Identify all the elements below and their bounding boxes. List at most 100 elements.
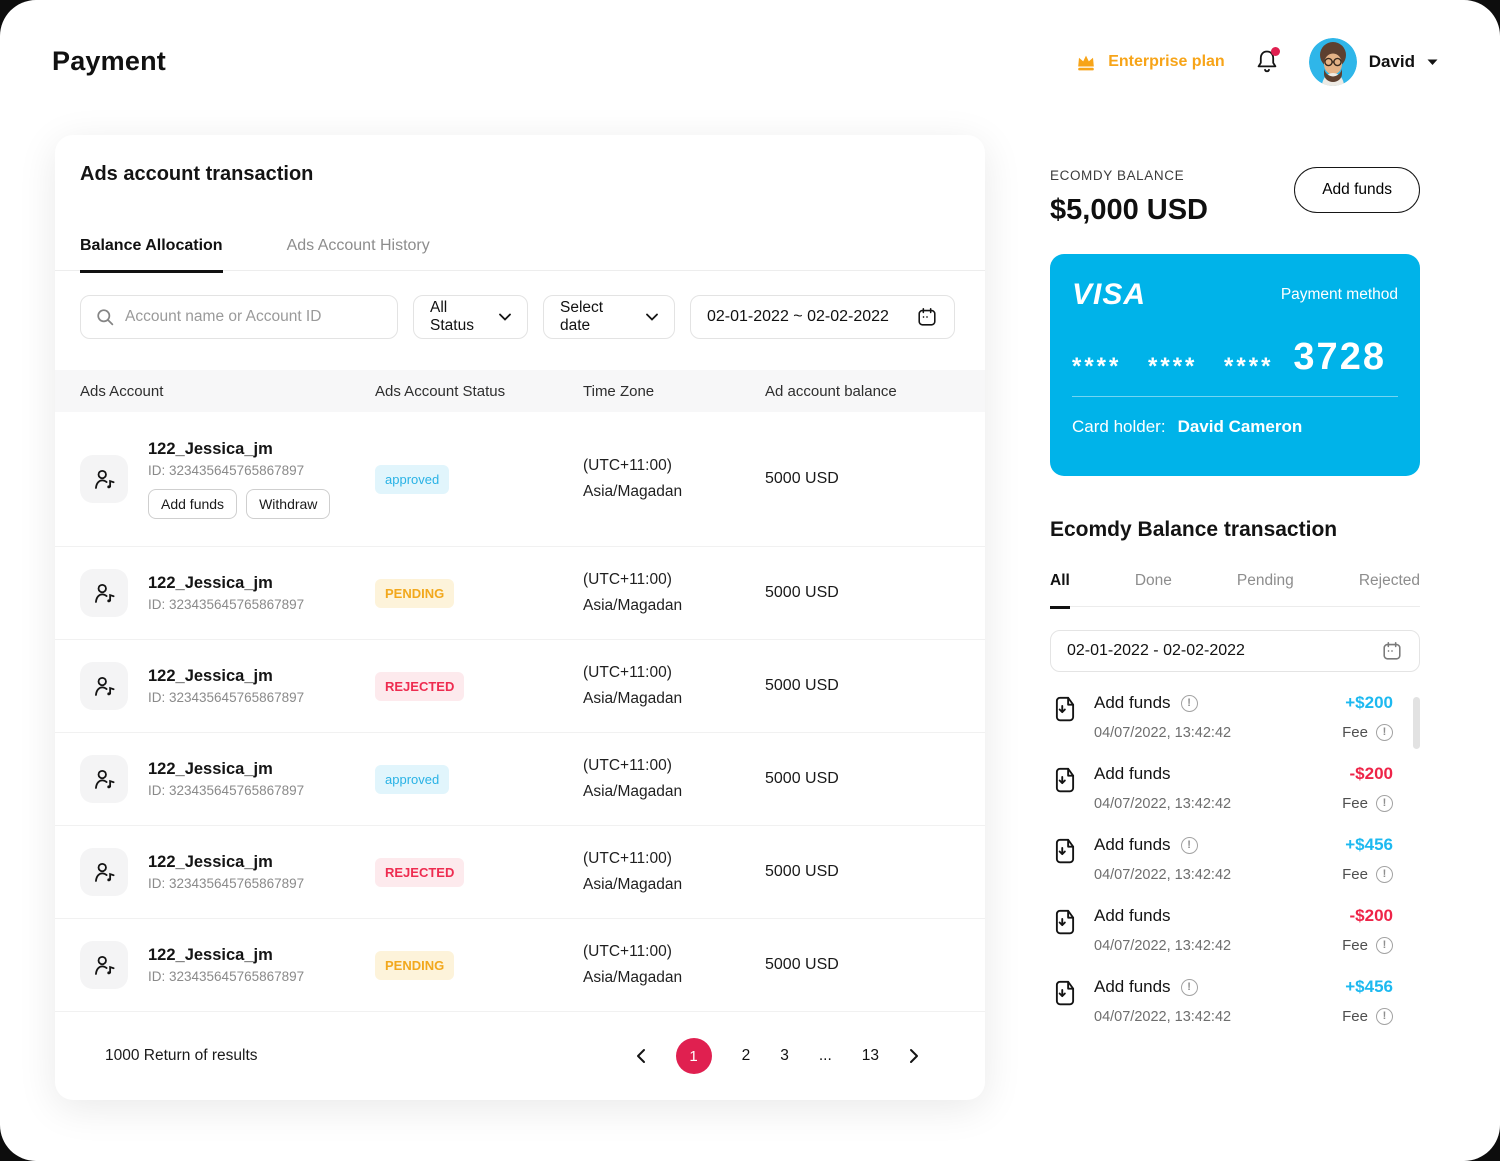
table-row: 122_Jessica_jm ID: 323435645765867897 PE… (55, 919, 985, 1012)
transaction-date-range-value: 02-01-2022 - 02-02-2022 (1067, 642, 1245, 659)
masked-card-digits: **** **** **** (1072, 353, 1274, 380)
tz-offset: (UTC+11:00) (583, 943, 672, 960)
account-name: 122_Jessica_jm (148, 853, 273, 871)
tab-done[interactable]: Done (1134, 572, 1172, 589)
info-icon[interactable]: ! (1376, 1008, 1393, 1025)
enterprise-plan-badge[interactable]: Enterprise plan (1074, 50, 1225, 74)
file-download-icon (1050, 907, 1080, 937)
page-button[interactable]: 13 (861, 1047, 879, 1064)
column-balance: Ad account balance (765, 382, 897, 400)
tz-city: Asia/Magadan (583, 969, 683, 986)
tiktok-account-icon (80, 848, 128, 896)
previous-page-button[interactable] (635, 1048, 646, 1064)
page-button-current[interactable]: 1 (675, 1038, 712, 1074)
chevron-down-icon (499, 313, 511, 321)
tab-pending[interactable]: Pending (1236, 572, 1294, 589)
transaction-tabs: All Done Pending Rejected (1050, 572, 1420, 607)
tiktok-account-icon (80, 569, 128, 617)
tab-balance-allocation[interactable]: Balance Allocation (80, 236, 223, 270)
notifications-button[interactable] (1253, 47, 1281, 77)
avatar (1308, 38, 1357, 86)
tz-city: Asia/Magadan (583, 690, 683, 707)
list-item: Add funds ! +$456 04/07/2022, 13:42:42 F… (1050, 977, 1393, 1025)
transaction-amount: +$200 (1345, 693, 1393, 712)
page-button[interactable]: 2 (741, 1047, 751, 1064)
results-count: 1000 Return of results (105, 1047, 258, 1064)
pagination-bar: 1000 Return of results 1 2 3 ... 13 (55, 1012, 985, 1100)
tab-ads-account-history[interactable]: Ads Account History (286, 237, 430, 254)
transaction-date: 04/07/2022, 13:42:42 (1094, 937, 1232, 954)
user-menu[interactable]: David (1308, 38, 1438, 86)
tz-city: Asia/Magadan (583, 783, 683, 800)
account-name: 122_Jessica_jm (148, 574, 273, 592)
file-download-icon (1050, 765, 1080, 795)
tiktok-account-icon (80, 755, 128, 803)
transaction-date-range-field[interactable]: 02-01-2022 - 02-02-2022 (1050, 630, 1420, 672)
tab-rejected[interactable]: Rejected (1358, 572, 1420, 589)
file-download-icon (1050, 978, 1080, 1008)
payment-card: VISA Payment method **** **** **** 3728 … (1050, 254, 1420, 476)
tab-all[interactable]: All (1050, 572, 1070, 606)
transaction-date: 04/07/2022, 13:42:42 (1094, 1008, 1232, 1025)
info-icon[interactable]: ! (1180, 836, 1198, 854)
tz-offset: (UTC+11:00) (583, 457, 672, 474)
account-id: ID: 323435645765867897 (148, 690, 305, 705)
search-icon (95, 307, 115, 327)
account-id: ID: 323435645765867897 (148, 876, 305, 891)
date-filter-label: Select date (560, 299, 604, 334)
list-item: Add funds -$200 04/07/2022, 13:42:42 Fee… (1050, 764, 1393, 812)
status-badge: REJECTED (375, 671, 465, 701)
info-icon[interactable]: ! (1180, 978, 1198, 996)
fee-label: Fee (1342, 795, 1368, 812)
account-search-field[interactable] (80, 295, 398, 339)
card-holder-name: David Cameron (1177, 417, 1303, 436)
plan-label: Enterprise plan (1108, 53, 1225, 70)
fee-label: Fee (1342, 866, 1368, 883)
account-id: ID: 323435645765867897 (148, 969, 305, 984)
account-balance: 5000 USD (765, 677, 839, 694)
table-row: 122_Jessica_jm ID: 323435645765867897 RE… (55, 640, 985, 733)
info-icon[interactable]: ! (1376, 937, 1393, 954)
search-input[interactable] (125, 308, 383, 326)
tz-offset: (UTC+11:00) (583, 850, 672, 867)
scrollbar[interactable] (1413, 697, 1420, 749)
info-icon[interactable]: ! (1376, 724, 1393, 741)
withdraw-button[interactable]: Withdraw (246, 488, 331, 519)
tz-city: Asia/Magadan (583, 876, 683, 893)
info-icon[interactable]: ! (1376, 795, 1393, 812)
sidebar: ECOMDY BALANCE $5,000 USD Add funds VISA… (1050, 160, 1420, 1048)
balance-value: $5,000 USD (1050, 194, 1208, 226)
date-filter-dropdown[interactable]: Select date (543, 295, 675, 339)
transaction-amount: +$456 (1345, 977, 1393, 996)
date-range-field[interactable]: 02-01-2022 ~ 02-02-2022 (690, 295, 955, 339)
transaction-date: 04/07/2022, 13:42:42 (1094, 866, 1232, 883)
account-balance: 5000 USD (765, 584, 839, 601)
card-divider (1072, 396, 1398, 397)
transaction-label: Add funds (1094, 906, 1171, 925)
info-icon[interactable]: ! (1180, 694, 1198, 712)
account-name: 122_Jessica_jm (148, 439, 273, 458)
tiktok-account-icon (80, 662, 128, 710)
crown-icon (1074, 50, 1098, 74)
fee-label: Fee (1342, 724, 1368, 741)
account-balance: 5000 USD (765, 863, 839, 880)
column-ads-account: Ads Account (80, 382, 164, 400)
page-button[interactable]: 3 (780, 1047, 789, 1064)
user-name: David (1368, 52, 1415, 71)
payment-method-label: Payment method (1280, 286, 1398, 303)
next-page-button[interactable] (909, 1048, 920, 1064)
file-download-icon (1050, 694, 1080, 724)
add-funds-button[interactable]: Add funds (1294, 167, 1420, 213)
tz-city: Asia/Magadan (583, 483, 683, 500)
balance-label: ECOMDY BALANCE (1050, 168, 1185, 183)
add-funds-button[interactable]: Add funds (148, 488, 238, 519)
status-badge: PENDING (375, 950, 455, 980)
table-header: Ads Account Ads Account Status Time Zone… (55, 370, 985, 412)
info-icon[interactable]: ! (1376, 866, 1393, 883)
account-id: ID: 323435645765867897 (148, 783, 305, 798)
status-filter-dropdown[interactable]: All Status (413, 295, 528, 339)
status-badge: approved (375, 764, 450, 794)
chevron-down-icon (646, 313, 658, 321)
tz-city: Asia/Magadan (583, 597, 683, 614)
fee-label: Fee (1342, 1008, 1368, 1025)
